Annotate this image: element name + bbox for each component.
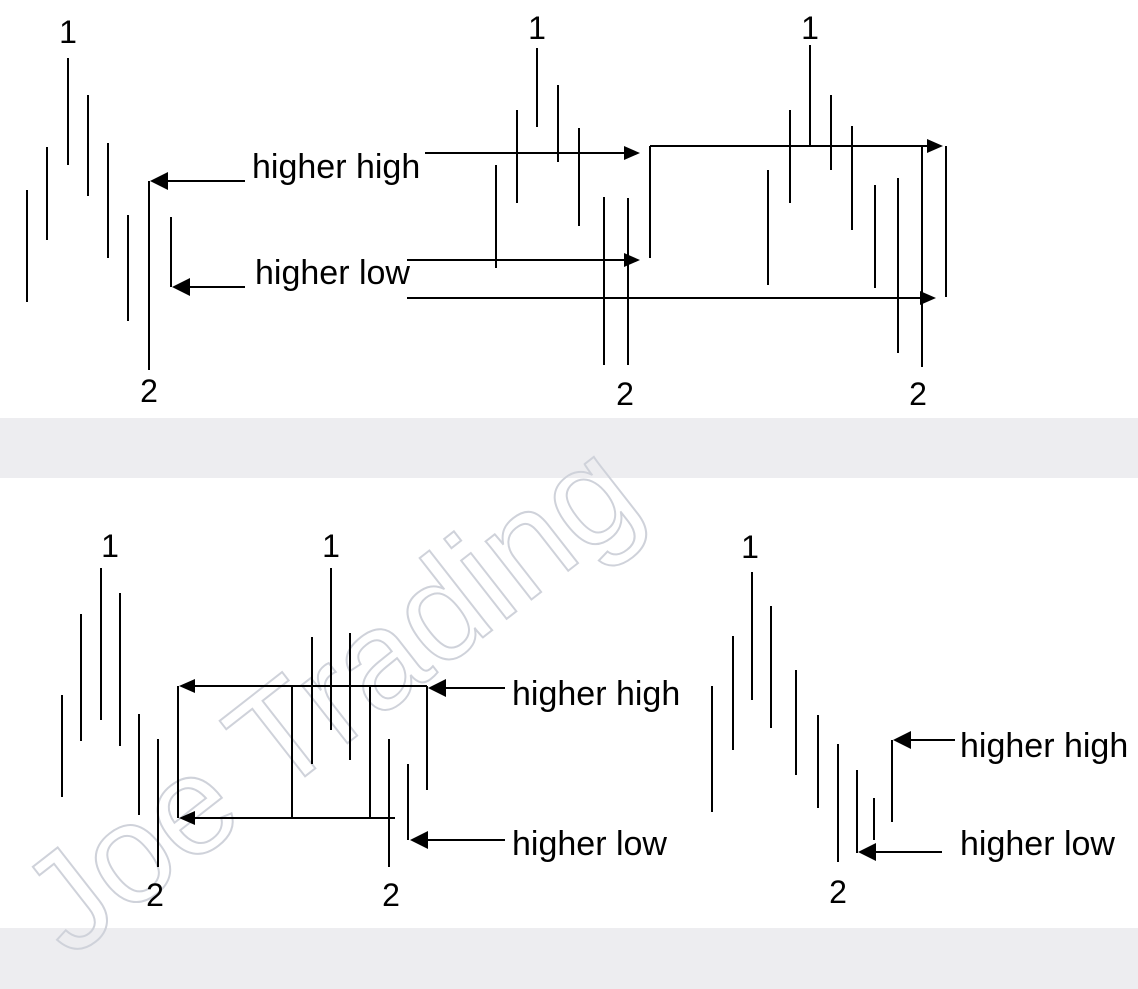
arrow-head (150, 172, 168, 190)
swing-high-label: 1 (101, 528, 119, 564)
price-bars-group-a (495, 48, 651, 365)
swing-high-label: 1 (528, 10, 546, 46)
price-bars (26, 58, 172, 370)
higher-high-label: higher high (512, 675, 680, 713)
arrow-head (893, 731, 911, 749)
price-bars (711, 572, 893, 862)
swing-low-label: 2 (829, 874, 847, 910)
arrow-bottom-leftward (179, 811, 395, 825)
swing-low-label: 2 (616, 376, 634, 412)
swing-low-label: 2 (146, 877, 164, 913)
panel-top-left: 1 2 higher high higher low (26, 14, 420, 409)
arrow-higher-low (172, 278, 245, 296)
swing-high-label: 1 (741, 529, 759, 565)
panel-bottom-left: 1 1 2 2 higher high higher low (61, 528, 680, 913)
arrow-head (624, 146, 640, 160)
higher-low-label: higher low (960, 825, 1115, 863)
arrow-head (927, 139, 943, 153)
price-bars-group-b (767, 45, 947, 367)
arrow-head (920, 291, 936, 305)
arrow-top-leftward (179, 679, 427, 693)
arrow-higher-high-2 (650, 139, 943, 153)
swing-high-label: 1 (322, 528, 340, 564)
higher-high-label: higher high (960, 727, 1128, 765)
arrow-head (624, 253, 640, 267)
arrow-higher-high (893, 731, 955, 749)
arrow-higher-low (858, 843, 942, 861)
price-bars-group-b (291, 568, 428, 867)
higher-low-label: higher low (512, 825, 667, 863)
arrow-head (179, 811, 195, 825)
arrow-head (858, 843, 876, 861)
arrow-head (179, 679, 195, 693)
arrow-higher-high-1 (425, 146, 640, 160)
arrow-higher-high (428, 679, 505, 697)
swing-low-label: 2 (382, 877, 400, 913)
higher-high-label: higher high (252, 148, 420, 186)
watermark-band (0, 418, 1138, 478)
swing-low-label: 2 (909, 376, 927, 412)
price-bars-group-a (61, 568, 179, 867)
swing-low-label: 2 (140, 373, 158, 409)
swing-high-label: 1 (801, 10, 819, 46)
panel-top-right: 1 1 2 2 (407, 10, 947, 412)
arrow-head (428, 679, 446, 697)
arrow-higher-low (410, 831, 505, 849)
arrow-head (172, 278, 190, 296)
higher-low-label: higher low (255, 254, 410, 292)
arrow-higher-high (150, 172, 245, 190)
swing-high-label: 1 (59, 14, 77, 50)
arrow-higher-low-1 (407, 253, 640, 267)
watermark-band (0, 928, 1138, 989)
arrow-head (410, 831, 428, 849)
panel-bottom-right: 1 2 higher high higher low (711, 529, 1128, 910)
arrow-higher-low-2 (407, 291, 936, 305)
